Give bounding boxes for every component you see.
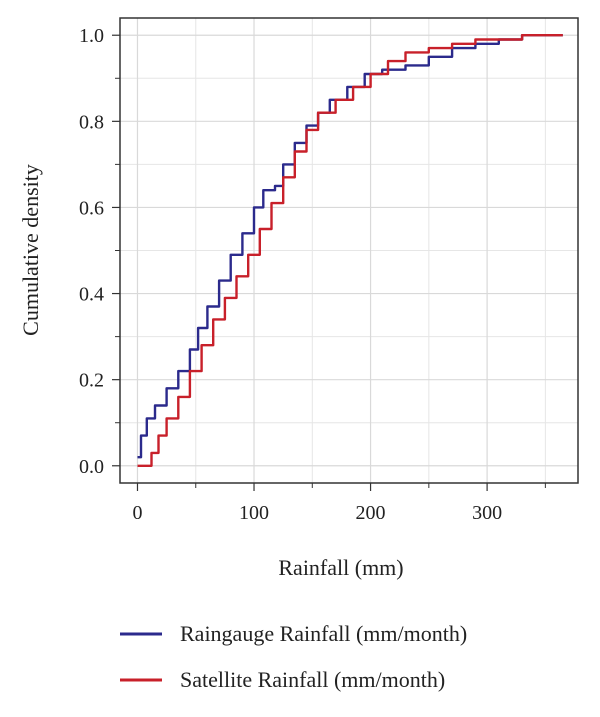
- y-tick-label: 0.2: [79, 370, 104, 392]
- legend: Raingauge Rainfall (mm/month) Satellite …: [120, 621, 467, 692]
- y-tick-label: 0.4: [79, 284, 104, 306]
- y-tick-label: 1.0: [79, 25, 104, 47]
- y-tick-label: 0.6: [79, 197, 104, 219]
- series-line-satellite: [137, 34, 563, 467]
- axis-ticks: 0 100 200 300 0.0 0.2 0.4 0.6 0.8 1.0: [79, 25, 546, 524]
- legend-label-raingauge: Raingauge Rainfall (mm/month): [180, 621, 467, 646]
- data-series: [137, 34, 563, 467]
- y-tick-label: 0.8: [79, 111, 104, 133]
- x-tick-label: 300: [472, 502, 502, 524]
- x-axis-title: Rainfall (mm): [278, 555, 403, 580]
- x-tick-label: 200: [356, 502, 386, 524]
- y-tick-label: 0.0: [79, 456, 104, 478]
- x-tick-label: 100: [239, 502, 269, 524]
- x-tick-label: 0: [132, 502, 142, 524]
- y-axis-title: Cumulative density: [18, 164, 43, 336]
- grid-lines: [120, 18, 578, 483]
- legend-label-satellite: Satellite Rainfall (mm/month): [180, 667, 445, 692]
